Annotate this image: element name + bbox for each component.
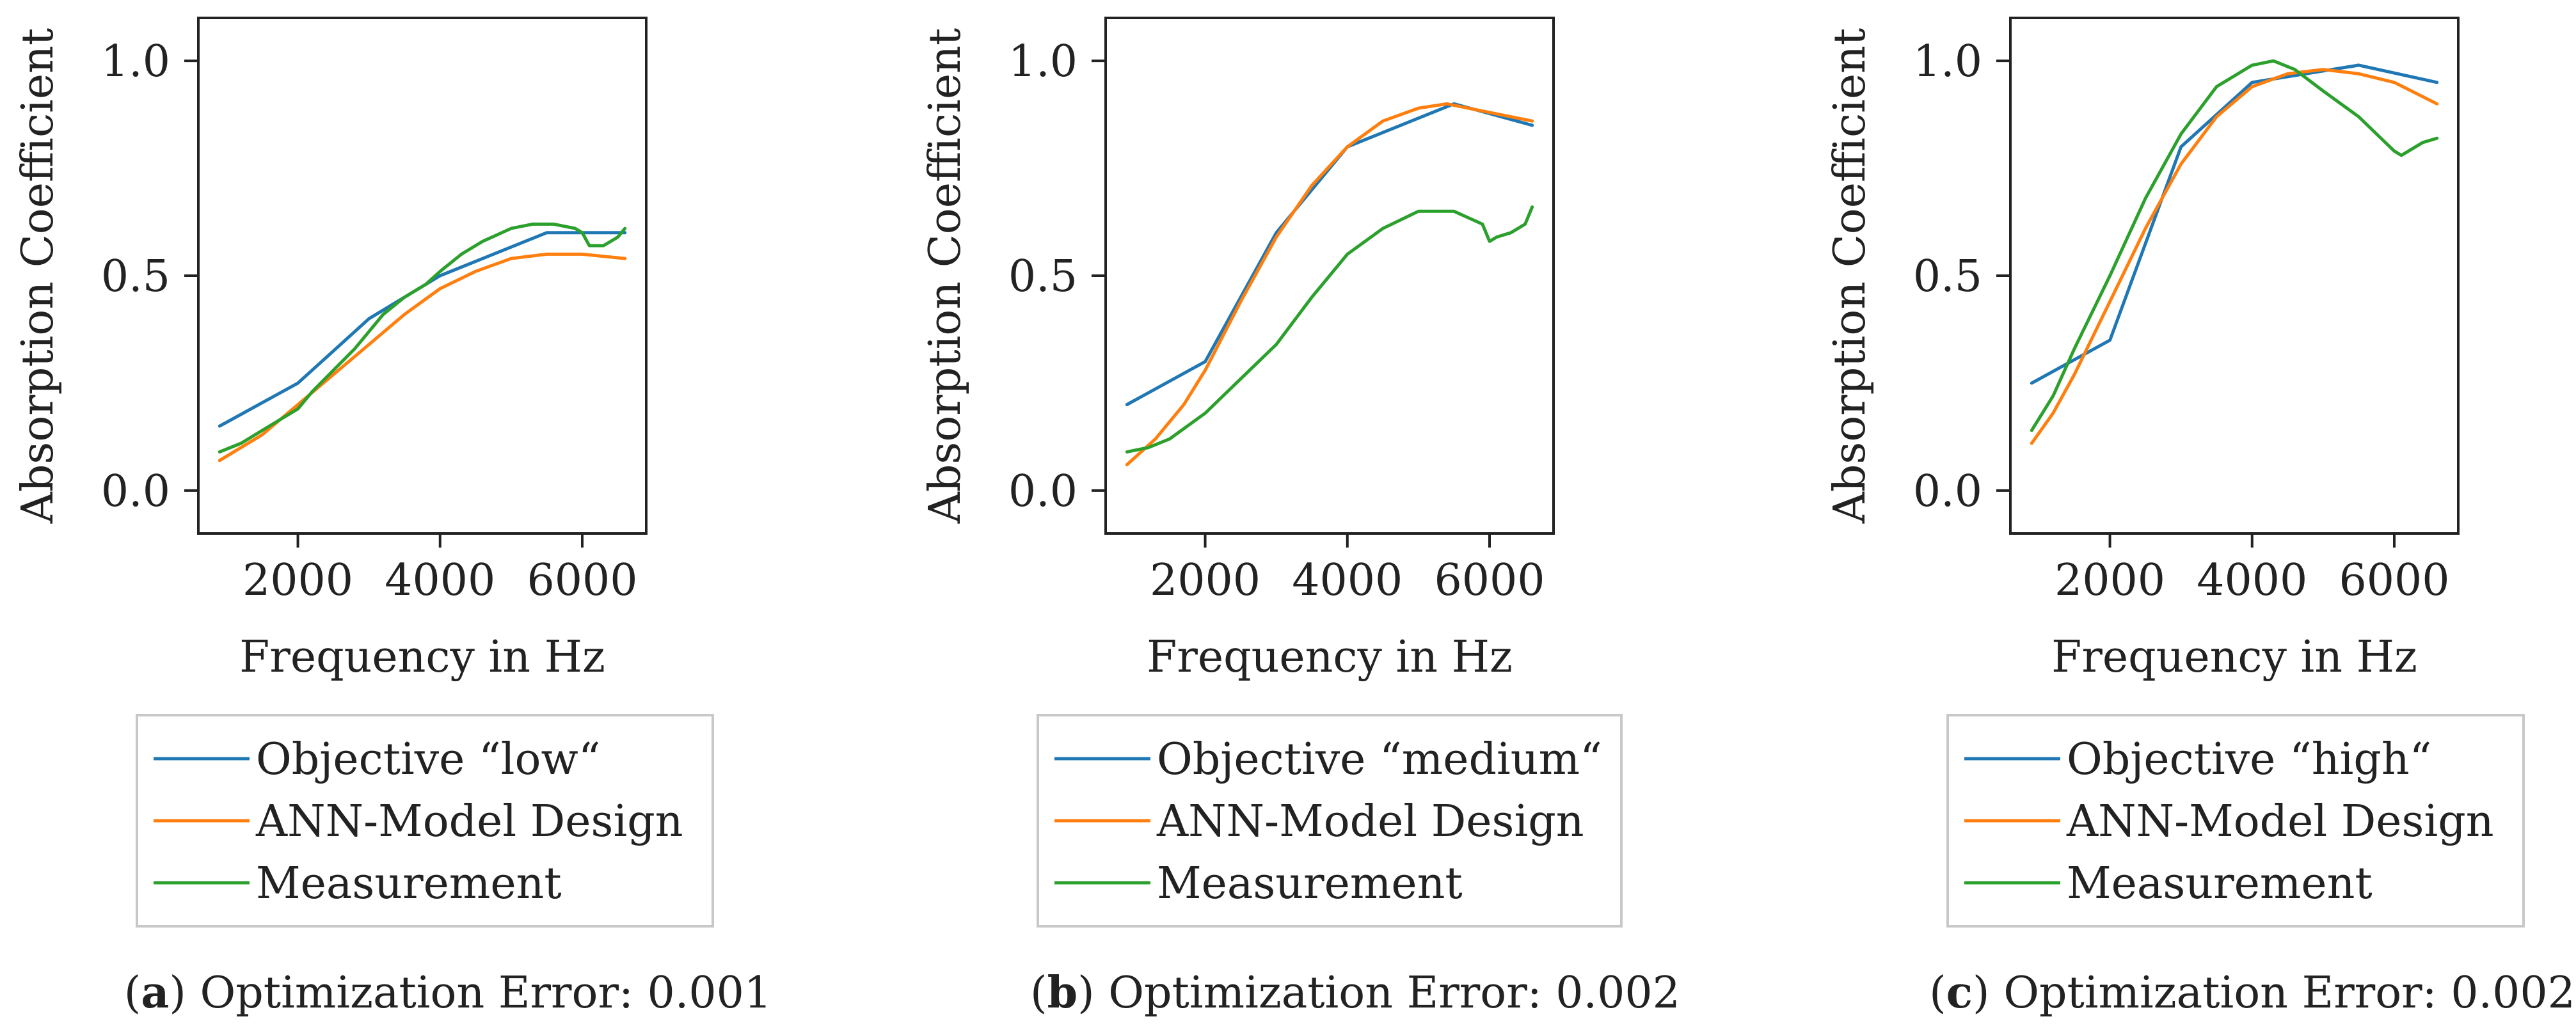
legend-label: ANN-Model Design [255, 796, 683, 847]
plot-area-frame [2009, 17, 2460, 535]
y-ticks: 0.0 0.5 1.0 [1913, 36, 2010, 517]
y-tick-label: 1.0 [101, 36, 170, 87]
x-axis-label: Frequency in Hz [1147, 632, 1513, 683]
y-ticks: 0.0 0.5 1.0 [101, 36, 198, 517]
series-line-ann-model [218, 252, 627, 462]
caption-letter: b [1047, 967, 1078, 1018]
caption: (a) Optimization Error: 0.001 [124, 967, 772, 1018]
y-axis-label: Absorption Coefficient [920, 28, 971, 524]
y-tick-label: 0.5 [1913, 251, 1982, 302]
y-tick-label: 0.5 [1008, 251, 1077, 302]
legend-label: ANN-Model Design [2066, 796, 2494, 847]
plot-area-frame [197, 17, 648, 535]
x-tick-label: 4000 [2197, 555, 2307, 606]
legend-label: Measurement [2067, 858, 2373, 909]
series-line-measurement [218, 222, 627, 454]
y-tick-label: 1.0 [1008, 36, 1077, 87]
y-tick-label: 0.0 [1008, 466, 1077, 517]
series-line-objective [1125, 102, 1534, 406]
x-axis-label: Frequency in Hz [2051, 632, 2417, 683]
y-tick-label: 1.0 [1913, 36, 1982, 87]
x-tick-label: 6000 [527, 555, 637, 606]
caption-letter: a [141, 967, 169, 1018]
y-axis-label: Absorption Coefficient [13, 28, 63, 524]
legend-label: Objective “low“ [256, 734, 600, 785]
x-ticks: 2000 4000 6000 [1150, 533, 1545, 606]
legend-label: Measurement [1157, 858, 1463, 909]
legend-label: Objective “high“ [2067, 734, 2431, 785]
legend: Objective “medium“ ANN-Model Design Measur… [1054, 734, 1602, 909]
x-tick-label: 6000 [2339, 555, 2449, 606]
legend: Objective “high“ ANN-Model Design Measurem… [1964, 734, 2494, 909]
x-tick-label: 2000 [1150, 555, 1260, 606]
x-tick-label: 2000 [242, 555, 353, 606]
caption-text: Optimization Error: 0.002 [2003, 968, 2575, 1018]
caption-letter: c [1946, 967, 1973, 1018]
x-tick-label: 6000 [1434, 555, 1545, 606]
series-line-objective [218, 231, 627, 428]
x-axis-label: Frequency in Hz [239, 632, 605, 683]
series-lines [1125, 102, 1534, 466]
caption: (c) Optimization Error: 0.002 [1929, 967, 2575, 1018]
legend: Objective “low“ ANN-Model Design Measureme… [154, 734, 683, 909]
panel-b: 0.0 0.5 1.0 2000 4000 6000 Absorption Coeffi… [920, 17, 1680, 1018]
legend-label: Objective “medium“ [1157, 734, 1602, 785]
x-ticks: 2000 4000 6000 [242, 533, 638, 606]
legend-label: ANN-Model Design [1156, 796, 1584, 847]
series-line-measurement [1125, 205, 1534, 454]
y-axis-label: Absorption Coefficient [1825, 28, 1875, 524]
y-ticks: 0.0 0.5 1.0 [1008, 36, 1106, 517]
x-tick-label: 4000 [1292, 555, 1403, 606]
caption-text: Optimization Error: 0.001 [200, 968, 772, 1018]
series-line-objective [2030, 63, 2439, 385]
series-lines [2030, 59, 2439, 445]
y-tick-label: 0.0 [1913, 466, 1982, 517]
series-line-measurement [2030, 59, 2439, 432]
y-tick-label: 0.5 [101, 251, 170, 302]
series-lines [218, 222, 627, 462]
series-line-ann-model [2030, 68, 2439, 445]
legend-box [136, 714, 714, 928]
x-ticks: 2000 4000 6000 [2055, 533, 2450, 606]
x-tick-label: 4000 [385, 555, 495, 606]
series-line-ann-model [1125, 102, 1534, 466]
panel-c: 0.0 0.5 1.0 2000 4000 6000 Absorption Coeffi… [1825, 17, 2575, 1018]
y-tick-label: 0.0 [101, 466, 170, 517]
caption: (b) Optimization Error: 0.002 [1030, 967, 1680, 1018]
caption-text: Optimization Error: 0.002 [1108, 968, 1680, 1018]
legend-label: Measurement [256, 858, 562, 909]
panel-a: 0.0 0.5 1.0 2000 4000 6000 Absorption Coeffi… [13, 17, 772, 1018]
x-tick-label: 2000 [2055, 555, 2165, 606]
